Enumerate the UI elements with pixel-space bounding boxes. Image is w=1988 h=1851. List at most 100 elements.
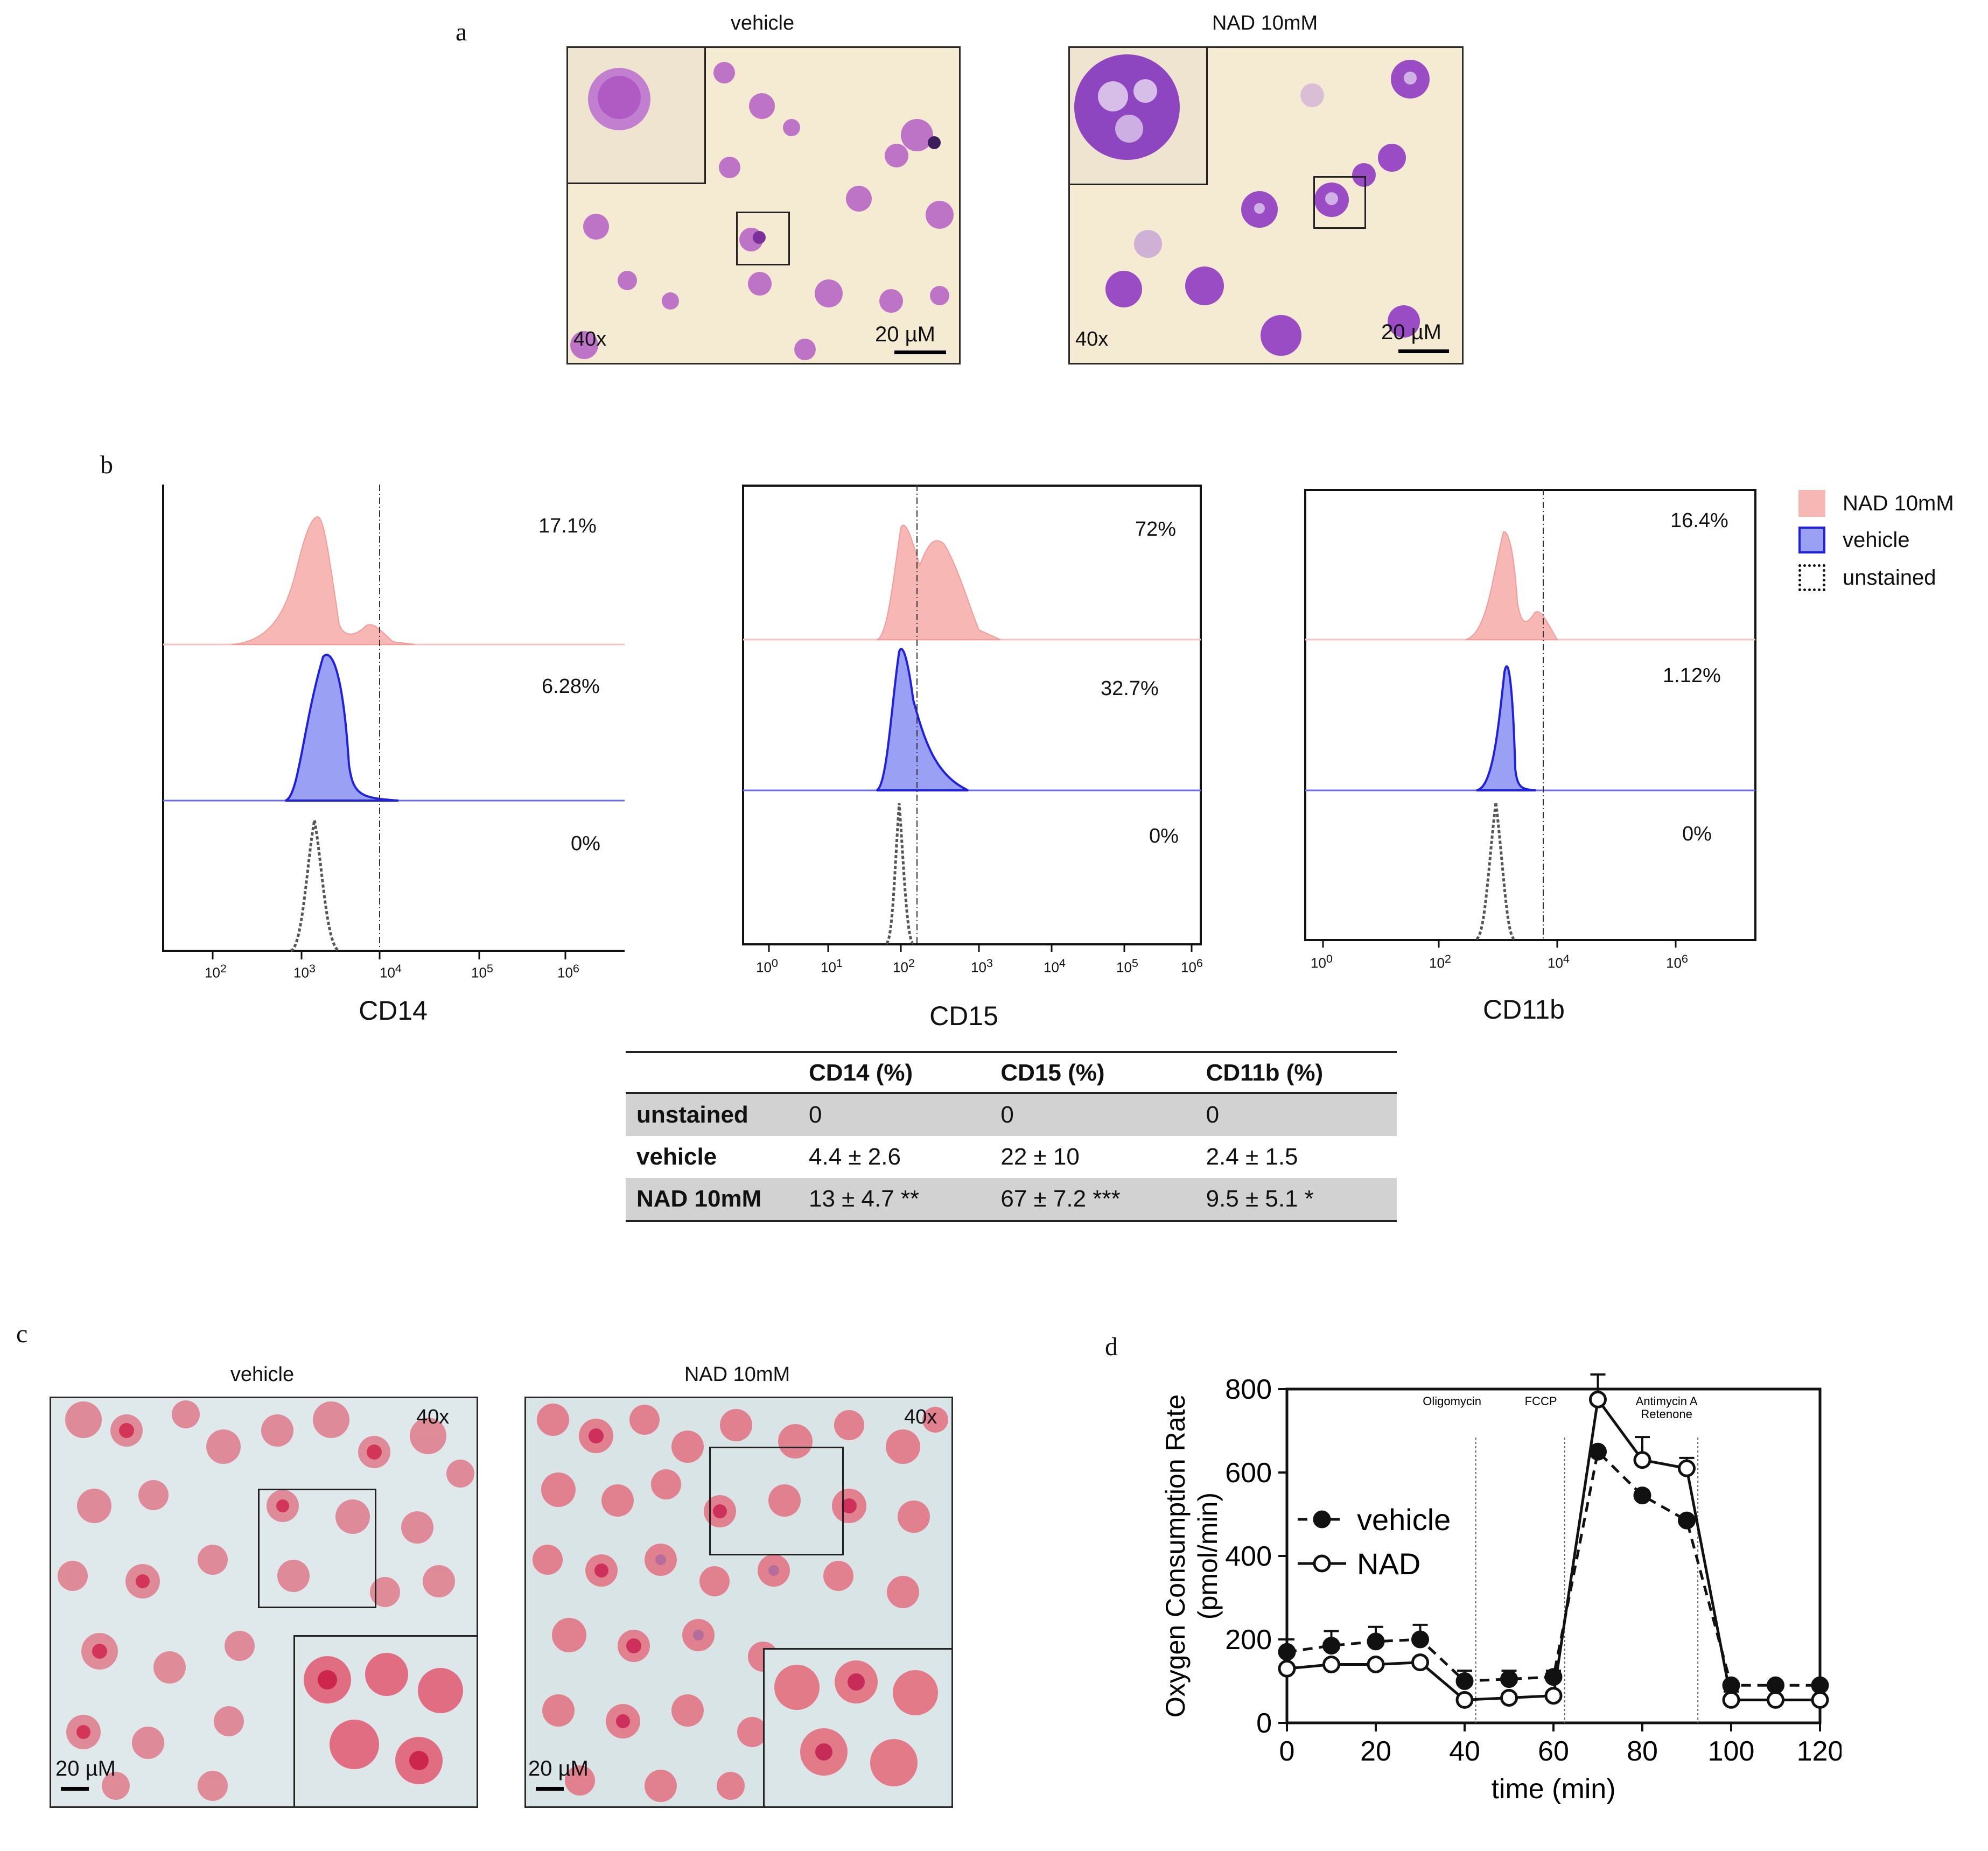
- injection-label: Retenone: [1641, 1407, 1692, 1421]
- data-point-NAD: [1367, 1656, 1385, 1673]
- magnification-label: 40x: [416, 1406, 450, 1428]
- histogram-cd15: 72% 32.7% 0% 100 101 102 103 104 105 106: [742, 485, 1210, 980]
- y-tick-label: 800: [1225, 1374, 1272, 1405]
- x-tick-label: 60: [1538, 1736, 1569, 1767]
- legend-marker-vehicle: [1313, 1510, 1331, 1529]
- table-cell: 4.4 ± 2.6: [809, 1144, 901, 1170]
- x-tick-label: 100: [1708, 1736, 1755, 1767]
- x-tick-label: 40: [1449, 1736, 1480, 1767]
- injection-label: Oligomycin: [1423, 1394, 1481, 1408]
- table-header-cell: CD11b (%): [1195, 1051, 1397, 1094]
- table-cell: 0: [798, 1093, 990, 1136]
- cd14-unstained-histogram: [290, 819, 340, 952]
- nad-zoom-box: [1313, 176, 1366, 229]
- tick-label: 104: [380, 962, 402, 981]
- scale-bar: [61, 1787, 89, 1791]
- row-label: NAD 10mM: [626, 1178, 798, 1222]
- panel-b-label: b: [100, 451, 113, 479]
- table-cell: 13 ± 4.7 **: [798, 1178, 990, 1222]
- injection-label: Antimycin A: [1636, 1394, 1698, 1408]
- histogram-cd14: 17.1% 6.28% 0% 102 103 104 105 106: [162, 485, 630, 981]
- scale-bar: [894, 350, 946, 354]
- oil-red-cells-nad: [533, 1404, 948, 1802]
- scale-bar-label: 20 µM: [875, 322, 935, 346]
- tick-label: 105: [471, 962, 493, 981]
- legend-nad-swatch: [1798, 490, 1825, 517]
- legend-nad-label: NAD 10mM: [1843, 491, 1954, 515]
- x-axis-label: time (min): [1491, 1773, 1615, 1805]
- cd15-vehicle-percent: 32.7%: [1101, 677, 1159, 700]
- panel-d-label: d: [1105, 1333, 1118, 1361]
- data-point-NAD: [1811, 1691, 1829, 1709]
- panel-a-nad-title: NAD 10mM: [1212, 12, 1318, 34]
- ocr-chart-svg: 0 200 400 600 800 0 20 40 60 80 100 120 time (min) Ox…: [1160, 1373, 1843, 1805]
- data-point-vehicle: [1633, 1487, 1651, 1505]
- histogram-cd11b: 16.4% 1.12% 0% 100 102 104 106: [1304, 489, 1773, 973]
- row-label: unstained: [626, 1093, 798, 1136]
- data-point-NAD: [1633, 1451, 1651, 1469]
- data-point-NAD: [1411, 1653, 1429, 1672]
- vehicle-inset: [568, 48, 706, 184]
- cd15-nad-percent: 72%: [1135, 518, 1177, 541]
- magnification-label: 40x: [904, 1406, 937, 1428]
- y-tick-label: 200: [1225, 1624, 1272, 1656]
- legend-vehicle-swatch: [1798, 527, 1825, 553]
- nad-inset-cells: [774, 1660, 938, 1786]
- y-tick-label: 0: [1256, 1708, 1272, 1739]
- cd11b-nad-percent: 16.4%: [1670, 509, 1728, 532]
- cd11b-unstained-histogram: [1475, 802, 1515, 941]
- vehicle-inset-cells: [304, 1653, 463, 1784]
- nad-zoom-box: [709, 1447, 844, 1555]
- table-cell: 22 ± 10: [1000, 1144, 1080, 1170]
- tick-label: 104: [1548, 952, 1570, 971]
- y-axis-label-line2: (pmol/min): [1193, 1492, 1223, 1619]
- tick-label: 102: [893, 956, 915, 976]
- vehicle-inset: [293, 1635, 477, 1806]
- histogram-cd14-plot: [162, 485, 625, 959]
- tick-label: 106: [1181, 956, 1203, 976]
- data-point-vehicle: [1322, 1637, 1340, 1655]
- cd11b-vehicle-percent: 1.12%: [1663, 664, 1721, 687]
- cd14-unstained-percent: 0%: [571, 832, 600, 855]
- tick-label: 102: [1429, 952, 1451, 971]
- data-point-NAD: [1455, 1691, 1474, 1709]
- table-header-cell: CD14 (%): [798, 1051, 990, 1094]
- data-point-vehicle: [1811, 1676, 1829, 1694]
- nad-inset: [763, 1648, 951, 1806]
- data-point-NAD: [1589, 1390, 1607, 1408]
- cd15-ticks: [768, 943, 1193, 952]
- data-point-vehicle: [1411, 1630, 1429, 1649]
- magnification-label: 40x: [573, 328, 607, 350]
- y-tick-label: 400: [1225, 1541, 1272, 1572]
- cd15-vehicle-histogram: [876, 648, 969, 791]
- tick-label: 102: [205, 962, 227, 981]
- cd14-axis-label: CD14: [359, 995, 428, 1026]
- nad-inset-cell: [1074, 54, 1180, 160]
- cd14-nad-histogram: [231, 516, 415, 645]
- panel-a-vehicle-title: vehicle: [730, 12, 795, 34]
- scale-bar-label: 20 µM: [528, 1757, 589, 1780]
- table-cell: 9.5 ± 5.1 *: [1195, 1178, 1397, 1222]
- vehicle-zoom-box: [736, 212, 790, 265]
- cd15-nad-histogram: [876, 524, 1001, 640]
- x-tick-label: 80: [1627, 1736, 1658, 1767]
- histogram-cd15-plot: [742, 485, 1202, 952]
- data-point-NAD: [1767, 1691, 1784, 1709]
- cd15-unstained-percent: 0%: [1149, 825, 1179, 847]
- table-header-cell: [626, 1051, 798, 1094]
- x-tick-label: 120: [1797, 1736, 1842, 1767]
- legend-vehicle: vehicle: [1798, 527, 1910, 553]
- data-point-NAD: [1278, 1659, 1296, 1678]
- legend-unstained-label: unstained: [1843, 565, 1936, 590]
- vehicle-zoom-box: [258, 1489, 376, 1608]
- panel-c-label: c: [16, 1320, 28, 1348]
- wright-giemsa-cells-nad: [1105, 60, 1430, 356]
- cd11b-unstained-percent: 0%: [1682, 823, 1712, 845]
- y-axis-label-line1: Oxygen Consumption Rate: [1160, 1394, 1191, 1717]
- magnification-label: 40x: [1075, 328, 1109, 350]
- data-point-NAD: [1544, 1687, 1563, 1705]
- cd14-ticks: [212, 951, 566, 959]
- panel-a-nad-micrograph: 40x 20 µM: [1068, 46, 1464, 364]
- scale-bar-label: 20 µM: [55, 1757, 116, 1780]
- table-row: vehicle 4.4 ± 2.6 22 ± 10 2.4 ± 1.5: [626, 1136, 1397, 1178]
